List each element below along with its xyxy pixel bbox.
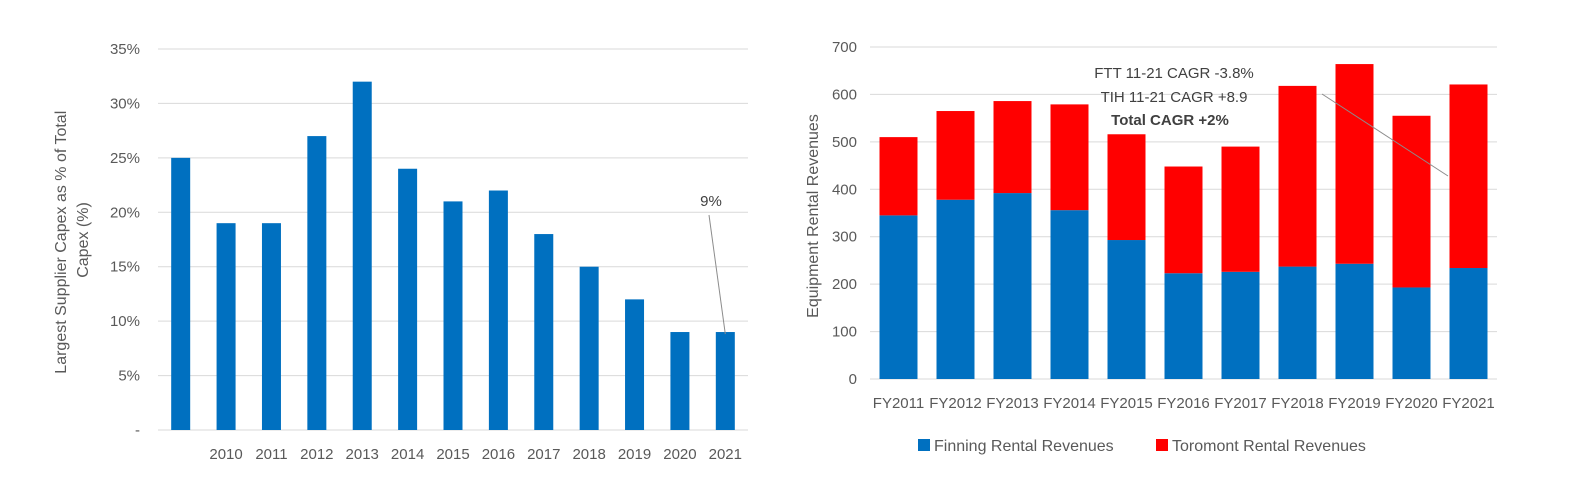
left-y-axis-title-line-2: Capex (%)	[75, 202, 92, 278]
bar-toromont	[1107, 134, 1146, 241]
right-x-tick-label: FY2017	[1214, 395, 1267, 412]
left-x-tick-label: 2017	[527, 446, 560, 463]
bar-finning	[1107, 240, 1146, 379]
bar-toromont	[936, 111, 975, 200]
legend-label-finning: Finning Rental Revenues	[934, 438, 1114, 455]
left-annotation-label: 9%	[700, 193, 722, 210]
left-bar	[579, 266, 599, 430]
left-y-tick-label: 30%	[110, 95, 140, 112]
left-bar	[625, 299, 645, 430]
left-x-tick-label: 2021	[709, 446, 742, 463]
left-bar	[398, 168, 418, 430]
left-x-tick-label: 2018	[572, 446, 605, 463]
rental-revenue-chart: Equipment Rental Revenues 0 100 200 300 400 5…	[805, 39, 1497, 455]
left-bar	[261, 223, 281, 430]
right-x-tick-label: FY2012	[929, 395, 982, 412]
total-cagr-annotation: Total CAGR +2%	[1111, 112, 1229, 129]
legend-swatch-finning	[918, 439, 930, 451]
right-y-axis-title: Equipment Rental Revenues	[805, 114, 822, 318]
left-annotation-line	[708, 214, 726, 335]
left-y-axis-title-line-1: Largest Supplier Capex as % of Total	[53, 111, 70, 374]
left-y-tick-label: 25%	[110, 150, 140, 167]
left-x-tick-label: 2020	[663, 446, 696, 463]
right-x-tick-label: FY2013	[986, 395, 1039, 412]
left-x-tick-label: 2010	[209, 446, 242, 463]
tih-cagr-annotation: TIH 11-21 CAGR +8.9	[1101, 89, 1248, 106]
cagr-annotation-leader-line	[1321, 93, 1449, 177]
bar-toromont	[1335, 64, 1374, 264]
bar-finning	[1164, 273, 1203, 379]
bar-toromont	[993, 101, 1032, 194]
left-bar	[670, 332, 690, 430]
left-y-axis-title: Largest Supplier Capex as % of Total Cap…	[53, 106, 92, 373]
left-bar	[216, 223, 236, 430]
right-y-tick-label: 200	[832, 276, 857, 293]
right-y-tick-label: 600	[832, 86, 857, 103]
bar-finning	[936, 199, 975, 379]
left-y-tick-label: 15%	[110, 259, 140, 276]
legend-label-toromont: Toromont Rental Revenues	[1172, 438, 1366, 455]
right-y-tick-label: 300	[832, 229, 857, 246]
right-x-tick-label: FY2020	[1385, 395, 1438, 412]
left-y-tick-label: -	[135, 422, 140, 439]
bar-finning	[1278, 266, 1317, 379]
right-x-tick-label: FY2015	[1100, 395, 1153, 412]
bar-finning	[1050, 210, 1089, 379]
right-y-tick-label: 700	[832, 39, 857, 56]
left-bar	[443, 201, 463, 430]
left-bar	[488, 190, 508, 430]
left-x-tick-label: 2014	[391, 446, 424, 463]
bar-finning	[1221, 271, 1260, 379]
left-bar	[715, 332, 735, 430]
left-bar	[534, 234, 554, 430]
right-x-tick-label: FY2016	[1157, 395, 1210, 412]
capex-share-chart: Largest Supplier Capex as % of Total Cap…	[53, 41, 748, 463]
right-y-tick-label: 0	[849, 371, 857, 388]
left-y-tick-label: 10%	[110, 313, 140, 330]
right-x-tick-label: FY2011	[873, 395, 924, 412]
bar-toromont	[1164, 166, 1203, 274]
bar-finning	[993, 193, 1032, 379]
right-y-tick-label: 400	[832, 181, 857, 198]
left-y-tick-label: 35%	[110, 41, 140, 58]
left-y-tick-label: 5%	[118, 368, 140, 385]
ftt-cagr-annotation: FTT 11-21 CAGR -3.8%	[1094, 65, 1254, 82]
bar-toromont	[1392, 115, 1431, 288]
left-x-tick-label: 2016	[482, 446, 515, 463]
right-y-tick-label: 100	[832, 324, 857, 341]
legend-swatch-toromont	[1156, 439, 1168, 451]
right-y-tick-label: 500	[832, 134, 857, 151]
right-x-tick-label: FY2019	[1328, 395, 1381, 412]
left-bar	[352, 81, 372, 431]
left-x-tick-label: 2011	[255, 446, 287, 463]
right-x-tick-label: FY2014	[1043, 395, 1096, 412]
bar-finning	[1449, 268, 1488, 379]
bar-toromont	[1221, 146, 1260, 272]
left-bar	[171, 157, 191, 430]
left-x-tick-label: 2013	[346, 446, 379, 463]
right-x-tick-label: FY2021	[1442, 395, 1495, 412]
left-y-tick-label: 20%	[110, 204, 140, 221]
bar-toromont	[879, 137, 918, 216]
left-bar	[307, 136, 327, 431]
left-x-tick-label: 2012	[300, 446, 333, 463]
bar-finning	[1392, 287, 1431, 379]
bar-toromont	[1050, 104, 1089, 211]
bar-toromont	[1449, 84, 1488, 269]
bar-finning	[1335, 263, 1374, 379]
left-x-tick-label: 2015	[436, 446, 469, 463]
bar-finning	[879, 215, 918, 379]
left-x-tick-label: 2019	[618, 446, 651, 463]
bar-toromont	[1278, 85, 1317, 267]
right-x-tick-label: FY2018	[1271, 395, 1324, 412]
